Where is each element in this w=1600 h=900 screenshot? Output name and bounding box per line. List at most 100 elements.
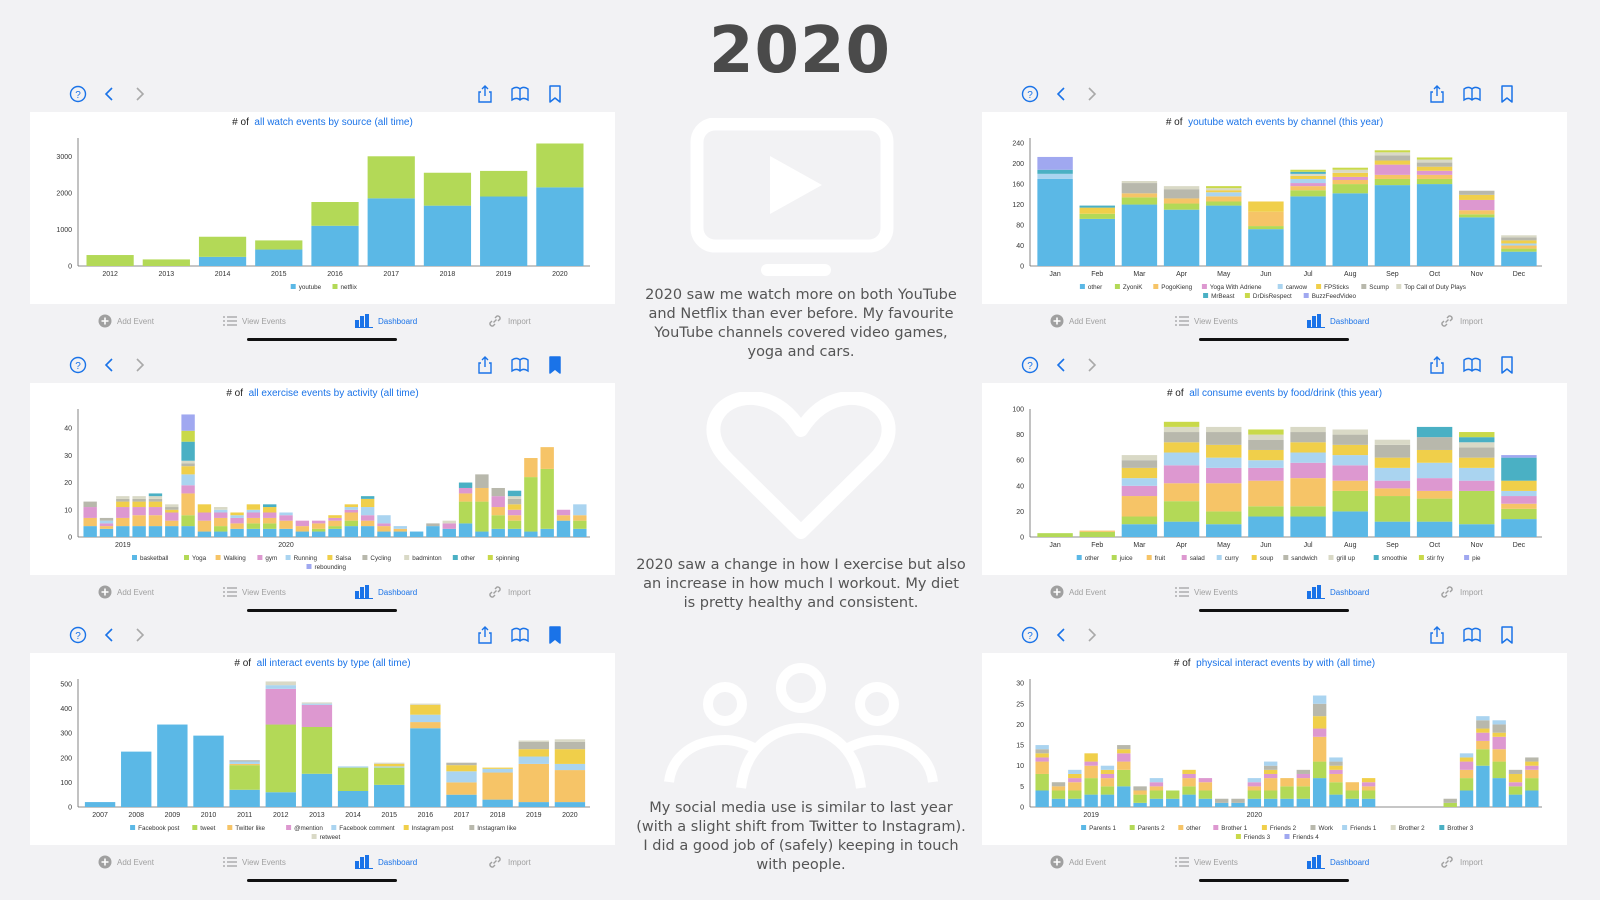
bar-segment[interactable]: [1121, 183, 1158, 194]
bar-segment[interactable]: [1476, 732, 1490, 741]
bar-segment[interactable]: [518, 741, 549, 750]
bar-segment[interactable]: [1416, 157, 1453, 160]
bar-segment[interactable]: [181, 493, 195, 516]
tab-add-event[interactable]: Add Event: [98, 313, 154, 329]
bar-segment[interactable]: [1312, 695, 1327, 704]
bar-segment[interactable]: [1247, 790, 1262, 799]
bar-segment[interactable]: [1068, 773, 1082, 779]
bar-segment[interactable]: [367, 198, 415, 266]
book-icon[interactable]: [510, 625, 530, 645]
bookmark-icon[interactable]: [1497, 355, 1517, 375]
bar-segment[interactable]: [1525, 761, 1539, 766]
bar-segment[interactable]: [165, 520, 179, 527]
bar-segment[interactable]: [1459, 761, 1474, 770]
bar-segment[interactable]: [132, 526, 146, 537]
bar-segment[interactable]: [1416, 426, 1453, 438]
bar-segment[interactable]: [1248, 429, 1284, 435]
bar-segment[interactable]: [1492, 749, 1506, 762]
bar-segment[interactable]: [1374, 174, 1411, 179]
bar-segment[interactable]: [1206, 188, 1242, 191]
bar-segment[interactable]: [1501, 480, 1537, 491]
bar-segment[interactable]: [1508, 769, 1523, 774]
bar-segment[interactable]: [1459, 437, 1495, 443]
bar-segment[interactable]: [337, 767, 369, 791]
bar-segment[interactable]: [1290, 432, 1326, 443]
bar-segment[interactable]: [1332, 511, 1368, 537]
bar-segment[interactable]: [1312, 716, 1327, 729]
bar-segment[interactable]: [1215, 802, 1229, 807]
bar-segment[interactable]: [1206, 190, 1242, 193]
bar-segment[interactable]: [573, 515, 587, 521]
bar-segment[interactable]: [1035, 757, 1049, 762]
bar-segment[interactable]: [1459, 769, 1474, 779]
tab-dashboard[interactable]: Dashboard: [1307, 854, 1369, 870]
bar-segment[interactable]: [1133, 790, 1147, 795]
tab-view-events[interactable]: View Events: [1175, 854, 1238, 870]
bar-segment[interactable]: [1374, 439, 1411, 445]
bar-segment[interactable]: [1247, 786, 1262, 791]
bar-segment[interactable]: [1290, 173, 1326, 176]
bar-segment[interactable]: [311, 531, 326, 537]
bar-segment[interactable]: [295, 520, 310, 527]
bar-segment[interactable]: [554, 802, 586, 807]
bar-segment[interactable]: [1416, 437, 1453, 450]
bar-segment[interactable]: [1163, 421, 1200, 427]
bar-segment[interactable]: [230, 528, 244, 537]
bar-segment[interactable]: [1374, 488, 1411, 497]
bar-segment[interactable]: [556, 509, 571, 516]
bookmark-icon[interactable]: [545, 84, 565, 104]
forward-chevron-icon[interactable]: [129, 355, 149, 375]
bar-segment[interactable]: [165, 512, 179, 521]
bar-segment[interactable]: [1476, 765, 1490, 807]
bar-segment[interactable]: [374, 767, 405, 785]
bar-segment[interactable]: [426, 523, 440, 527]
bar-segment[interactable]: [446, 794, 477, 807]
bar-segment[interactable]: [1459, 190, 1495, 195]
bar-segment[interactable]: [337, 791, 369, 807]
bar-segment[interactable]: [214, 507, 228, 510]
bar-segment[interactable]: [1035, 753, 1049, 758]
bar-segment[interactable]: [265, 688, 296, 725]
back-chevron-icon[interactable]: [1052, 355, 1072, 375]
bar-segment[interactable]: [165, 509, 179, 513]
bar-segment[interactable]: [1290, 183, 1326, 187]
bar-segment[interactable]: [301, 704, 333, 727]
bar-segment[interactable]: [121, 751, 152, 807]
bar-segment[interactable]: [1501, 251, 1537, 266]
bar-segment[interactable]: [1163, 452, 1200, 466]
bar-segment[interactable]: [1459, 447, 1495, 458]
bar-segment[interactable]: [1079, 530, 1115, 532]
bar-segment[interactable]: [1133, 802, 1147, 807]
bar-segment[interactable]: [524, 531, 538, 537]
bar-segment[interactable]: [360, 507, 375, 516]
bar-segment[interactable]: [132, 515, 146, 527]
bar-segment[interactable]: [116, 498, 130, 502]
bar-segment[interactable]: [1163, 186, 1200, 190]
share-icon[interactable]: [1427, 355, 1447, 375]
bar-segment[interactable]: [573, 520, 587, 529]
bar-segment[interactable]: [1290, 169, 1326, 172]
book-icon[interactable]: [1462, 84, 1482, 104]
bar-segment[interactable]: [475, 487, 489, 502]
bar-segment[interactable]: [377, 515, 391, 524]
bar-segment[interactable]: [1501, 508, 1537, 520]
bar-segment[interactable]: [507, 498, 522, 505]
bar-segment[interactable]: [1329, 782, 1343, 795]
bar-segment[interactable]: [1117, 753, 1131, 762]
bar-segment[interactable]: [1084, 761, 1098, 766]
bar-segment[interactable]: [475, 474, 489, 488]
bar-segment[interactable]: [1492, 720, 1506, 725]
bar-segment[interactable]: [1345, 782, 1359, 791]
bar-segment[interactable]: [507, 504, 522, 510]
bar-segment[interactable]: [442, 520, 456, 524]
bar-segment[interactable]: [1501, 496, 1537, 504]
bar-segment[interactable]: [1345, 790, 1359, 799]
share-icon[interactable]: [1427, 84, 1447, 104]
bar-segment[interactable]: [1312, 736, 1327, 762]
bar-segment[interactable]: [148, 493, 163, 497]
bar-segment[interactable]: [197, 504, 212, 513]
bar-segment[interactable]: [518, 756, 549, 764]
forward-chevron-icon[interactable]: [129, 84, 149, 104]
bar-segment[interactable]: [423, 172, 472, 206]
bar-segment[interactable]: [1068, 782, 1082, 791]
